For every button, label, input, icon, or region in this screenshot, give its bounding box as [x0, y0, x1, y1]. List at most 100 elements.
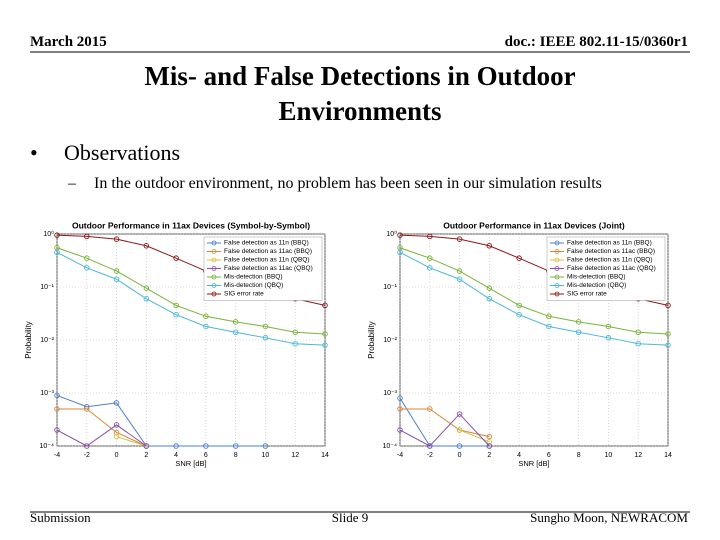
data-point [143, 443, 150, 449]
legend-box [203, 236, 323, 301]
data-point [546, 323, 552, 330]
data-point [84, 406, 90, 412]
series-line [399, 397, 490, 447]
data-point [262, 323, 269, 330]
legend-label: False detection as 11ac (QBQ) [224, 265, 313, 272]
legend-marker [554, 266, 560, 271]
data-point [322, 342, 328, 348]
data-point [456, 268, 463, 274]
x-tick-label: -2 [427, 452, 433, 459]
legend-label: False detection as 11n (BBQ) [224, 240, 309, 247]
x-tick-label: 14 [664, 452, 672, 459]
data-point [605, 335, 612, 341]
x-axis-label: SNR [dB] [518, 459, 549, 468]
x-tick-label: -4 [54, 452, 60, 459]
data-point [575, 319, 582, 325]
data-point [456, 443, 463, 449]
data-point [292, 340, 298, 347]
legend-label: Mis-detection (QBQ) [224, 282, 283, 289]
series-line [56, 394, 266, 447]
data-point [486, 296, 493, 302]
data-point [113, 400, 120, 406]
x-tick-label: 10 [605, 452, 613, 459]
data-point [427, 406, 433, 412]
data-point [605, 323, 612, 330]
y-axis-label: Probability [24, 321, 33, 358]
data-point [54, 392, 60, 399]
legend-label: False detection as 11ac (BBQ) [567, 248, 655, 255]
data-point [113, 268, 120, 274]
x-tick-label: 6 [204, 452, 208, 459]
x-tick-label: 8 [577, 452, 581, 459]
x-tick-label: 12 [291, 452, 299, 459]
y-tick-label: 10⁰ [386, 230, 397, 238]
data-point [203, 323, 209, 330]
data-point [427, 265, 433, 271]
y-axis-label: Probability [367, 321, 376, 358]
data-point [665, 331, 671, 337]
series-line [56, 424, 147, 447]
data-point [113, 433, 120, 440]
data-point [54, 406, 60, 412]
data-point [143, 243, 150, 249]
data-point [54, 232, 60, 238]
data-point [232, 443, 239, 449]
x-tick-label: 2 [144, 452, 148, 459]
y-tick-label: 10⁰ [43, 230, 54, 238]
data-point [486, 243, 493, 249]
legend-marker [554, 274, 560, 280]
sub-dash: – [67, 175, 77, 192]
legend-marker [211, 283, 217, 288]
data-point [486, 285, 493, 291]
legend-label: False detection as 11ac (BBQ) [224, 248, 312, 255]
data-point [397, 427, 403, 433]
data-point [84, 255, 90, 261]
data-point [54, 427, 60, 433]
data-point [232, 319, 239, 325]
series-line [399, 247, 669, 335]
data-point [322, 302, 328, 309]
data-point [84, 265, 90, 271]
series-line [56, 247, 326, 335]
legend-marker [554, 283, 560, 288]
data-point [113, 236, 120, 242]
data-point [456, 236, 463, 242]
legend-marker [554, 240, 560, 246]
legend-label: False detection as 11n (BBQ) [567, 240, 652, 247]
y-tick-label: 10⁻⁴ [40, 443, 55, 450]
sub-bullet: In the outdoor environment, no problem h… [94, 175, 602, 192]
data-point [113, 276, 120, 283]
chart-title: Outdoor Performance in 11ax Devices (Joi… [443, 220, 625, 230]
data-point [203, 313, 209, 320]
x-tick-label: 12 [634, 452, 642, 459]
legend-label: SIG error rate [567, 291, 607, 298]
header-date: March 2015 [30, 34, 107, 50]
series-line [399, 413, 490, 447]
series-line [400, 408, 490, 438]
data-point [397, 395, 403, 401]
data-point [397, 406, 403, 412]
legend-marker [211, 291, 217, 297]
x-axis-label: SNR [dB] [175, 459, 206, 468]
footer-left: Submission [30, 510, 91, 525]
data-point [143, 296, 150, 302]
legend-label: Mis-detection (BBQ) [224, 274, 283, 281]
data-point [173, 311, 179, 318]
data-point [456, 276, 463, 283]
data-point [203, 443, 209, 449]
data-point [292, 329, 298, 336]
y-tick-label: 10⁻¹ [40, 284, 54, 291]
x-tick-label: 4 [174, 452, 178, 459]
x-tick-label: 0 [458, 452, 462, 459]
slide-title: Environments [278, 96, 441, 126]
data-point [262, 443, 269, 449]
data-point [232, 329, 239, 336]
x-tick-label: 6 [547, 452, 551, 459]
series-line [459, 429, 490, 443]
data-point [546, 313, 552, 320]
data-point [84, 233, 90, 240]
bullet-dot: • [30, 140, 38, 165]
series-line [116, 436, 147, 447]
data-point [427, 255, 433, 261]
